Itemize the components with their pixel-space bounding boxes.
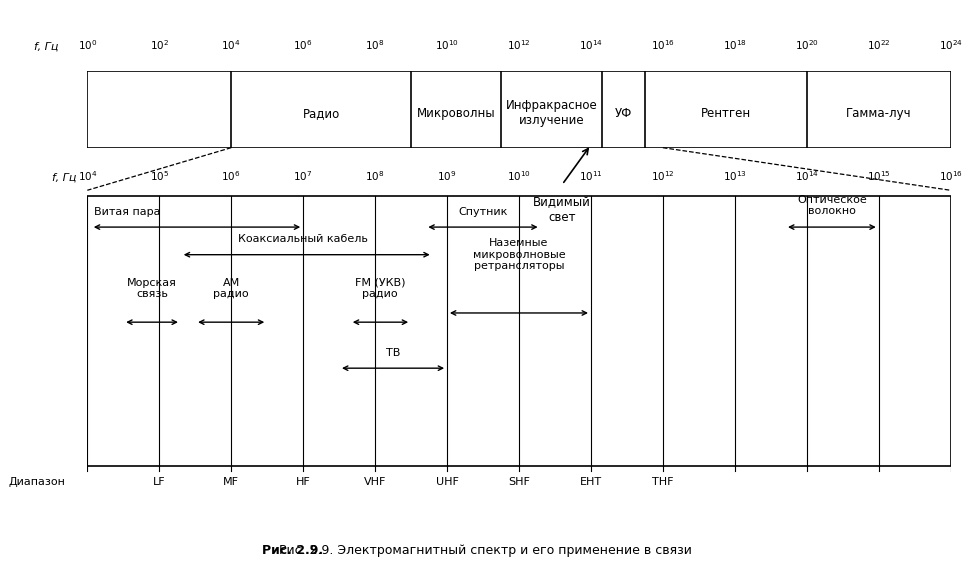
Text: УФ: УФ <box>614 107 631 120</box>
Text: EHT: EHT <box>579 477 602 487</box>
Text: THF: THF <box>651 477 672 487</box>
Bar <box>87 197 950 466</box>
Text: 10$^{16}$: 10$^{16}$ <box>650 38 674 52</box>
Text: ТВ: ТВ <box>386 348 400 358</box>
Text: f, Гц: f, Гц <box>34 42 58 52</box>
Text: Коаксиальный кабель: Коаксиальный кабель <box>238 235 367 244</box>
Text: 10$^{24}$: 10$^{24}$ <box>938 38 961 52</box>
Text: HF: HF <box>296 477 310 487</box>
Text: 10$^{12}$: 10$^{12}$ <box>507 38 530 52</box>
Text: 10$^6$: 10$^6$ <box>293 38 313 52</box>
Text: Наземные
микроволновые
ретрансляторы: Наземные микроволновые ретрансляторы <box>472 238 565 272</box>
Text: 10$^8$: 10$^8$ <box>365 169 385 183</box>
Text: 10$^{14}$: 10$^{14}$ <box>794 169 818 183</box>
Text: 10$^4$: 10$^4$ <box>78 169 97 183</box>
Text: Диапазон: Диапазон <box>9 477 65 487</box>
Text: Спутник: Спутник <box>457 207 507 217</box>
Text: 10$^2$: 10$^2$ <box>149 38 169 52</box>
Text: Оптическое
волокно: Оптическое волокно <box>797 195 866 216</box>
Text: 10$^{18}$: 10$^{18}$ <box>722 38 746 52</box>
Text: Гамма-луч: Гамма-луч <box>845 107 911 120</box>
Text: 10$^8$: 10$^8$ <box>365 38 385 52</box>
Text: Витая пара: Витая пара <box>94 207 161 217</box>
Text: 10$^{20}$: 10$^{20}$ <box>794 38 818 52</box>
Text: Микроволны: Микроволны <box>417 107 495 120</box>
Text: 10$^9$: 10$^9$ <box>437 169 456 183</box>
Text: 10$^{13}$: 10$^{13}$ <box>722 169 746 183</box>
Text: Инфракрасное
излучение: Инфракрасное излучение <box>505 99 597 127</box>
Text: 10$^{16}$: 10$^{16}$ <box>938 169 961 183</box>
Text: 10$^{10}$: 10$^{10}$ <box>434 38 458 52</box>
Text: Рис. 2.9. Электромагнитный спектр и его применение в связи: Рис. 2.9. Электромагнитный спектр и его … <box>278 545 691 557</box>
Text: 10$^{12}$: 10$^{12}$ <box>650 169 674 183</box>
Text: 10$^5$: 10$^5$ <box>149 169 169 183</box>
Text: UHF: UHF <box>435 477 458 487</box>
Text: Рис. 2.9.: Рис. 2.9. <box>262 545 323 557</box>
Text: SHF: SHF <box>508 477 529 487</box>
Text: 10$^{15}$: 10$^{15}$ <box>866 169 890 183</box>
Text: 10$^{11}$: 10$^{11}$ <box>578 169 602 183</box>
Text: 10$^{14}$: 10$^{14}$ <box>578 38 603 52</box>
Text: 10$^7$: 10$^7$ <box>294 169 312 183</box>
Text: Радио: Радио <box>302 107 339 120</box>
Text: АМ
радио: АМ радио <box>213 278 249 299</box>
Text: MF: MF <box>223 477 239 487</box>
Text: FM (УКВ)
радио: FM (УКВ) радио <box>355 278 405 299</box>
Text: 10$^0$: 10$^0$ <box>78 38 97 52</box>
Text: Видимый
свет: Видимый свет <box>533 196 590 224</box>
Text: 10$^4$: 10$^4$ <box>221 38 240 52</box>
Text: LF: LF <box>153 477 166 487</box>
Text: VHF: VHF <box>363 477 386 487</box>
Text: Рентген: Рентген <box>700 107 750 120</box>
Text: 10$^{22}$: 10$^{22}$ <box>866 38 890 52</box>
Text: 10$^6$: 10$^6$ <box>221 169 240 183</box>
Text: f, Гц: f, Гц <box>52 173 77 183</box>
Text: 10$^{10}$: 10$^{10}$ <box>507 169 530 183</box>
Text: Морская
связь: Морская связь <box>127 278 176 299</box>
